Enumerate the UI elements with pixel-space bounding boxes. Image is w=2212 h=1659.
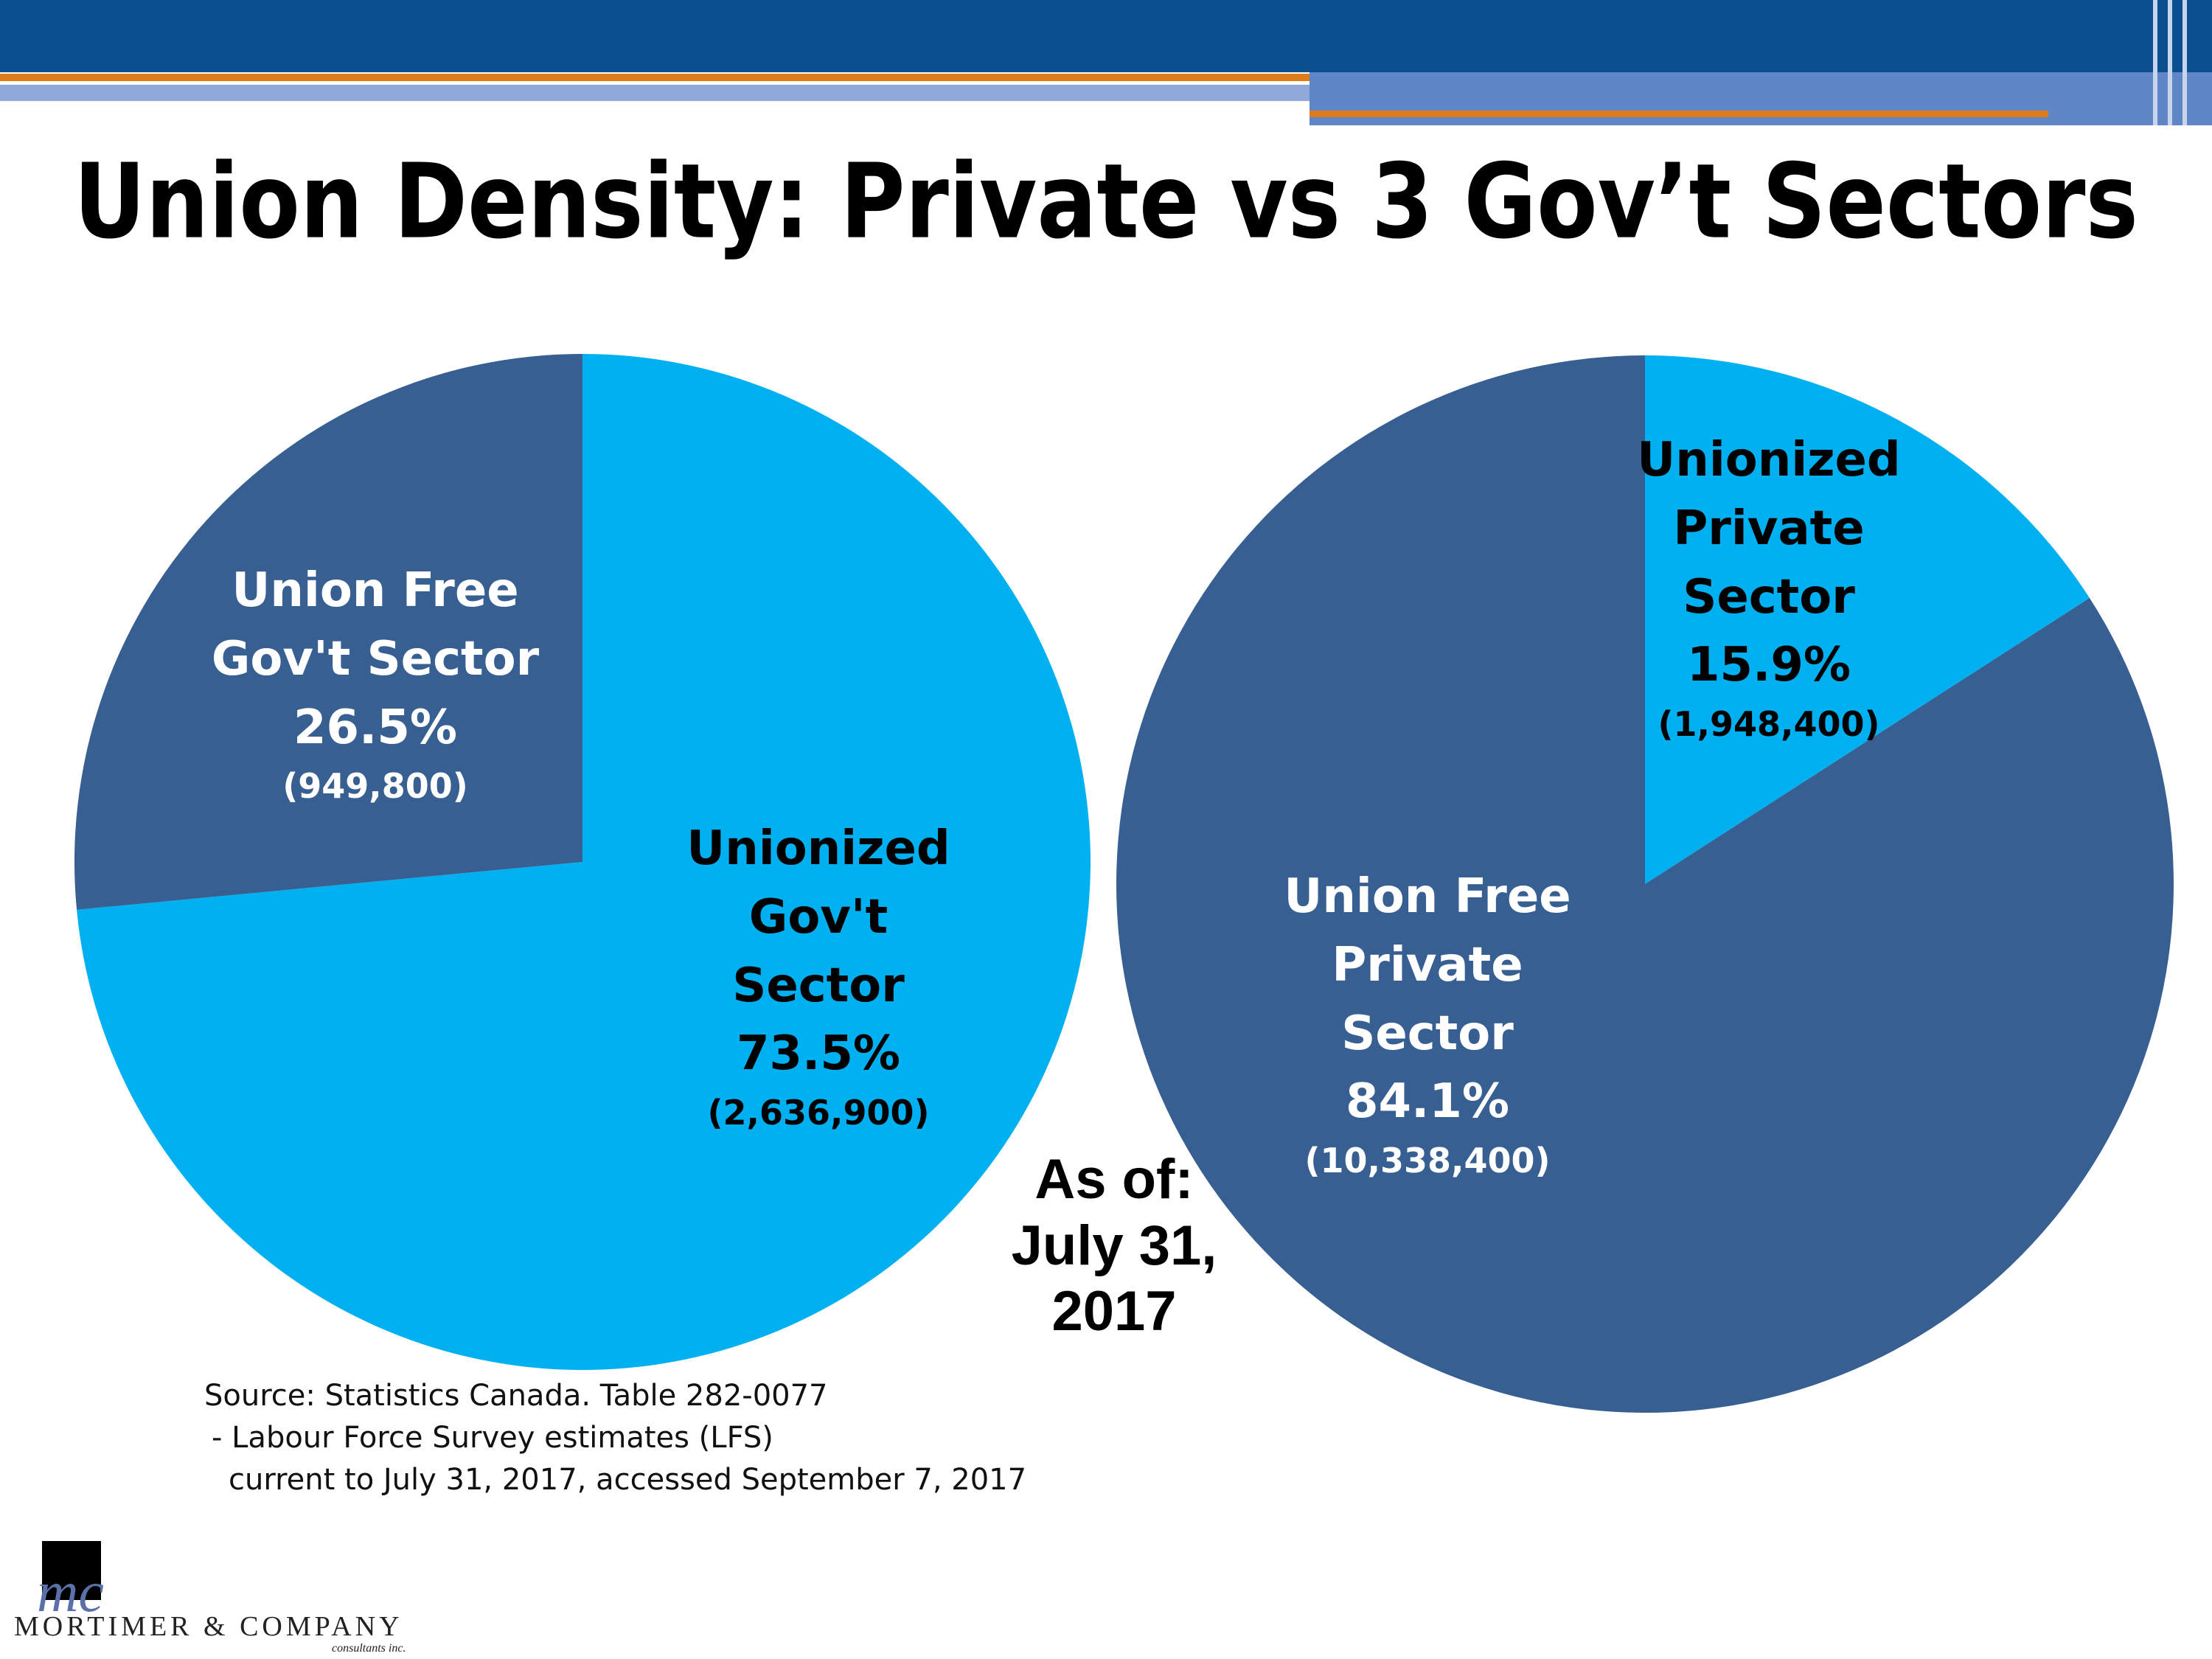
header-stripe	[2153, 0, 2157, 125]
logo-square	[42, 1541, 101, 1600]
header-orange-line-2	[1310, 111, 2048, 117]
slice-name: Union Free Gov't Sector	[211, 563, 540, 686]
slice-name: Unionized Gov't Sector	[686, 821, 950, 1013]
header-orange-line	[0, 74, 1310, 81]
slice-label: Union Free Gov't Sector 26.5% (949,800)	[198, 557, 552, 811]
slice-count: (1,948,400)	[1658, 704, 1880, 745]
slice-percent: 26.5%	[293, 700, 458, 755]
slice-percent: 84.1%	[1345, 1074, 1510, 1130]
header-band	[0, 0, 2212, 72]
slice-name: Unionized Private Sector	[1637, 433, 1901, 625]
slice-percent: 15.9%	[1686, 638, 1851, 693]
slice-count: (10,338,400)	[1304, 1141, 1551, 1181]
slide-title: Union Density: Private vs 3 Gov’t Sector…	[74, 142, 2138, 262]
slice-count: (2,636,900)	[707, 1093, 930, 1133]
slice-label: Unionized Private Sector 15.9% (1,948,400)	[1621, 426, 1916, 749]
pie-slice	[77, 354, 1091, 1371]
pie-slice	[1116, 355, 2174, 1413]
slice-name: Union Free Private Sector	[1284, 869, 1571, 1061]
slice-percent: 73.5%	[736, 1026, 901, 1082]
logo-mark: mc	[37, 1559, 104, 1624]
logo-name: MORTIMER & COMPANY	[14, 1611, 403, 1642]
source-line: current to July 31, 2017, accessed Septe…	[229, 1463, 1027, 1497]
slice-label: Union Free Private Sector 84.1% (10,338,40…	[1265, 863, 1590, 1186]
header-stripe	[2183, 0, 2187, 125]
date-annotation: As of: July 31, 2017	[1011, 1148, 1217, 1343]
source-line: - Labour Force Survey estimates (LFS)	[212, 1421, 773, 1455]
pie-slice	[1645, 355, 2090, 884]
header-stripe	[2168, 0, 2172, 125]
pie-slice	[74, 354, 583, 910]
header-light-line	[0, 85, 1310, 101]
slice-label: Unionized Gov't Sector 73.5% (2,636,900)	[664, 815, 973, 1138]
source-line: Source: Statistics Canada. Table 282-007…	[204, 1379, 828, 1413]
logo-tagline: consultants inc.	[332, 1642, 406, 1655]
header-box	[1310, 72, 2212, 125]
slice-count: (949,800)	[282, 766, 468, 807]
